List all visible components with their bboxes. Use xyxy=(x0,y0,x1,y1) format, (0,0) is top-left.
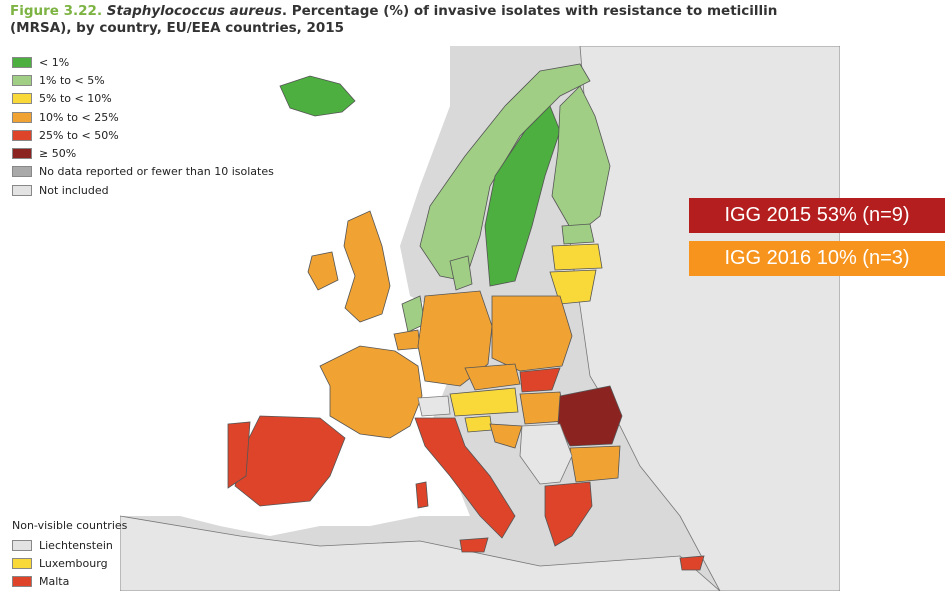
igg-2015-badge: IGG 2015 53% (n=9) xyxy=(689,198,945,233)
species-name: Staphylococcus aureus xyxy=(106,3,282,19)
country-slovenia xyxy=(464,415,493,433)
legend-label: 10% to < 25% xyxy=(39,110,119,124)
legend-swatch xyxy=(12,184,32,196)
legend-item: < 1% xyxy=(12,53,274,71)
legend-swatch xyxy=(12,557,32,569)
legend-swatch xyxy=(12,166,32,178)
non-visible-legend: Non-visible countries Liechtenstein Luxe… xyxy=(12,519,127,591)
legend-label: Malta xyxy=(39,575,70,589)
legend-item: Malta xyxy=(12,573,127,591)
country-italy xyxy=(414,417,516,539)
country-bulgaria xyxy=(569,445,621,483)
country-norway xyxy=(419,63,591,282)
legend-swatch xyxy=(12,576,32,588)
country-france xyxy=(319,345,423,439)
country-cyprus xyxy=(679,555,705,571)
country-finland xyxy=(551,85,611,237)
country-sardinia xyxy=(415,481,429,509)
legend-item: 5% to < 10% xyxy=(12,90,274,108)
country-poland xyxy=(491,295,573,372)
country-estonia xyxy=(561,223,595,245)
legend-swatch xyxy=(12,129,32,141)
country-lithuania xyxy=(549,269,597,305)
legend-item: ≥ 50% xyxy=(12,144,274,162)
legend-item: 1% to < 5% xyxy=(12,71,274,89)
country-croatia xyxy=(489,423,523,449)
title-text: . Percentage (%) of invasive isolates wi… xyxy=(10,3,778,36)
legend-swatch xyxy=(12,148,32,160)
legend-item: 10% to < 25% xyxy=(12,108,274,126)
country-sweden xyxy=(484,105,561,287)
legend-swatch xyxy=(12,56,32,68)
country-austria xyxy=(449,387,519,417)
country-romania xyxy=(557,385,623,447)
legend-label: ≥ 50% xyxy=(39,147,77,161)
country-portugal xyxy=(227,421,251,489)
legend-swatch xyxy=(12,111,32,123)
legend-item: 25% to < 50% xyxy=(12,126,274,144)
europe-map xyxy=(120,46,840,591)
country-greece xyxy=(544,481,593,547)
country-iceland xyxy=(279,75,356,117)
legend-item: No data reported or fewer than 10 isolat… xyxy=(12,163,274,181)
region-east xyxy=(569,46,840,591)
legend-label: 1% to < 5% xyxy=(39,73,105,87)
country-sicily xyxy=(459,537,489,553)
legend-label: Luxembourg xyxy=(39,556,108,570)
legend-item: Not included xyxy=(12,181,274,199)
country-ireland xyxy=(307,251,339,291)
figure-number: Figure 3.22. xyxy=(10,3,103,19)
legend-item: Liechtenstein xyxy=(12,536,127,554)
legend-label: No data reported or fewer than 10 isolat… xyxy=(39,165,274,179)
country-belgium xyxy=(393,329,421,351)
country-latvia xyxy=(551,243,603,271)
legend-swatch xyxy=(12,93,32,105)
legend-swatch xyxy=(12,74,32,86)
figure-title: Figure 3.22. Staphylococcus aureus. Perc… xyxy=(10,3,840,37)
country-czech xyxy=(464,363,521,391)
legend-label: 25% to < 50% xyxy=(39,128,119,142)
country-denmark xyxy=(449,255,473,291)
igg-2016-badge: IGG 2016 10% (n=3) xyxy=(689,241,945,276)
country-switzerland xyxy=(417,395,451,417)
legend-label: Not included xyxy=(39,183,109,197)
legend-label: 5% to < 10% xyxy=(39,92,112,106)
legend-label: < 1% xyxy=(39,55,70,69)
country-slovakia xyxy=(519,367,561,393)
region-africa xyxy=(120,515,721,591)
legend-item: Luxembourg xyxy=(12,554,127,572)
region-balkans xyxy=(519,423,573,485)
non-visible-title: Non-visible countries xyxy=(12,519,128,532)
country-uk xyxy=(343,210,391,323)
map-legend: < 1% 1% to < 5% 5% to < 10% 10% to < 25%… xyxy=(12,53,274,199)
legend-label: Liechtenstein xyxy=(39,538,113,552)
legend-swatch xyxy=(12,539,32,551)
